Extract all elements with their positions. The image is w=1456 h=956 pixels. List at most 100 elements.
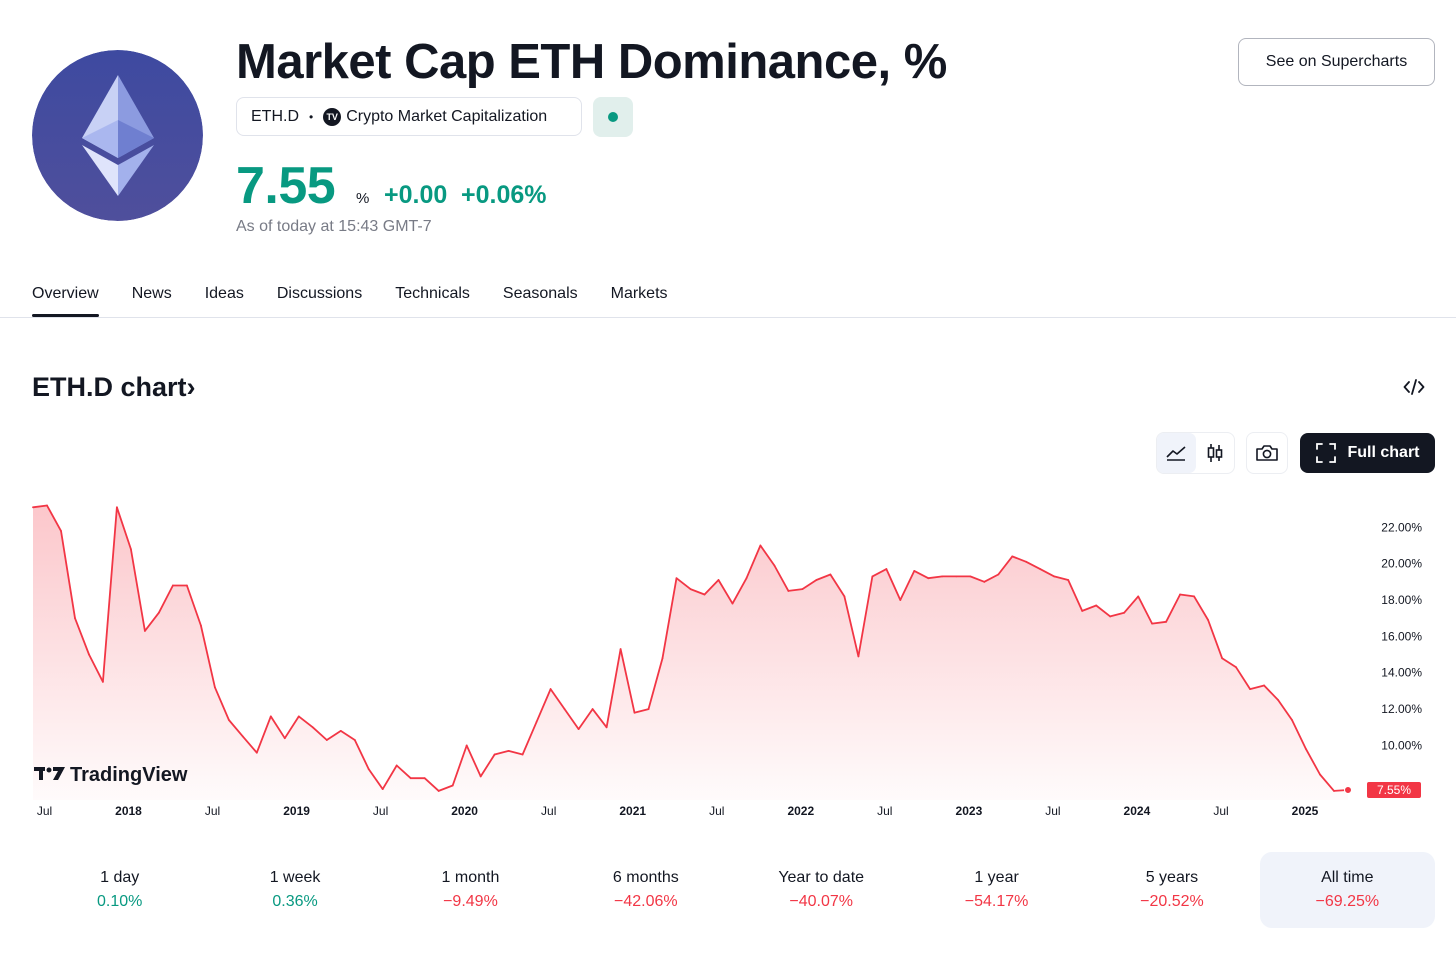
- series-segment: [1109, 611, 1126, 618]
- series-segment: [605, 648, 622, 729]
- series-segment: [311, 726, 328, 741]
- watermark-label: TradingView: [70, 764, 188, 786]
- tab-seasonals[interactable]: Seasonals: [503, 285, 578, 317]
- series-line: [32, 504, 1349, 792]
- series-segment: [1123, 595, 1140, 614]
- x-axis: Jul 2018 Jul 2019 Jul 2020 Jul 2021 Jul 2022 Jul 20…: [37, 804, 1319, 818]
- series-segment: [32, 504, 48, 509]
- y-tick-label: 16.00%: [1381, 629, 1422, 643]
- series-segment: [549, 688, 566, 711]
- series-segment: [717, 579, 734, 605]
- series-segment: [689, 588, 706, 596]
- y-axis: 10.00% 12.00% 14.00% 16.00% 18.00% 20.00% 22.0…: [1381, 520, 1422, 752]
- tab-label: Overview: [32, 285, 99, 302]
- market-status-indicator[interactable]: [593, 97, 633, 137]
- series-segment: [465, 744, 482, 778]
- price-change-percent: +0.06%: [461, 181, 547, 209]
- eth-dominance-chart[interactable]: 10.00% 12.00% 14.00% 16.00% 18.00% 20.00% 22.0…: [0, 490, 1456, 820]
- x-tick-label: 2023: [956, 804, 983, 818]
- tab-technicals[interactable]: Technicals: [395, 285, 470, 317]
- period-label: 6 months: [612, 869, 679, 886]
- period-label: 5 years: [1145, 869, 1199, 886]
- series-segment: [143, 611, 160, 632]
- period-year-to-date[interactable]: Year to date −40.07%: [734, 852, 909, 928]
- series-segment: [675, 577, 692, 590]
- series-segment: [647, 657, 664, 711]
- tab-label: Technicals: [395, 285, 470, 302]
- y-tick-label: 18.00%: [1381, 593, 1422, 607]
- last-value-badge: 7.55%: [1367, 782, 1421, 798]
- tab-label: News: [131, 285, 172, 302]
- series-segment: [899, 570, 916, 601]
- series-segment: [255, 715, 272, 754]
- embed-code-icon[interactable]: [1400, 375, 1428, 399]
- x-tick-label: 2019: [283, 804, 310, 818]
- series-segment: [927, 575, 944, 580]
- tab-label: Seasonals: [502, 285, 578, 302]
- x-tick-label: Jul: [205, 804, 220, 818]
- y-tick-label: 20.00%: [1381, 557, 1422, 571]
- series-segment: [563, 708, 580, 731]
- period-5-years[interactable]: 5 years −20.52%: [1084, 852, 1259, 928]
- series-segment: [1193, 595, 1209, 621]
- series-segment: [983, 573, 1000, 583]
- series-segment: [1305, 748, 1321, 776]
- series-segment: [1151, 620, 1167, 625]
- chart-heading-link[interactable]: ETH.D chart›: [32, 372, 196, 403]
- period-1-day[interactable]: 1 day 0.10%: [32, 852, 207, 928]
- period-change-value: 0.36%: [272, 893, 318, 910]
- series-segment: [703, 579, 720, 596]
- full-chart-label: Full chart: [1347, 444, 1420, 461]
- series-segment: [493, 749, 510, 756]
- period-change-value: 0.10%: [97, 893, 143, 910]
- full-chart-button[interactable]: Full chart: [1300, 433, 1435, 473]
- period-1-month[interactable]: 1 month −9.49%: [383, 852, 558, 928]
- x-tick-label: Jul: [541, 804, 556, 818]
- series-segment: [1053, 575, 1070, 581]
- tab-overview[interactable]: Overview: [32, 285, 99, 317]
- period-label: 1 week: [269, 869, 321, 886]
- tab-markets[interactable]: Markets: [611, 285, 668, 317]
- series-segment: [437, 784, 454, 792]
- snapshot-button[interactable]: [1246, 432, 1288, 474]
- series-segment: [997, 555, 1014, 576]
- last-value-label: 7.55%: [1377, 783, 1411, 797]
- area-chart-button[interactable]: [1157, 433, 1196, 473]
- series-segment: [1025, 560, 1042, 570]
- price-change-absolute: +0.00: [384, 181, 448, 209]
- period-label: Year to date: [778, 869, 865, 886]
- series-segment: [507, 749, 524, 756]
- series-segment: [829, 573, 846, 598]
- page-title: Market Cap ETH Dominance, %: [236, 35, 947, 89]
- chart-style-toggle: [1156, 432, 1235, 474]
- series-segment: [213, 686, 230, 721]
- series-segment: [787, 588, 804, 592]
- series-segment: [451, 744, 468, 787]
- series-segment: [759, 544, 776, 567]
- period-1-week[interactable]: 1 week 0.36%: [207, 852, 382, 928]
- series-segment: [1179, 593, 1195, 598]
- see-on-supercharts-button[interactable]: See on Supercharts: [1238, 38, 1435, 86]
- period-all-time[interactable]: All time −69.25%: [1259, 852, 1435, 928]
- series-segment: [745, 544, 762, 580]
- area-chart-icon: [1166, 446, 1186, 461]
- x-tick-label: 2025: [1292, 804, 1319, 818]
- tab-news[interactable]: News: [132, 285, 172, 317]
- series-segment: [1291, 719, 1307, 751]
- candles-chart-button[interactable]: [1196, 433, 1235, 473]
- series-segment: [479, 753, 496, 778]
- period-6-months[interactable]: 6 months −42.06%: [558, 852, 733, 928]
- series-segment: [199, 624, 216, 689]
- series-segment: [731, 577, 748, 605]
- period-1-year[interactable]: 1 year −54.17%: [909, 852, 1084, 928]
- series-segment: [1011, 555, 1028, 563]
- series-segment: [843, 595, 860, 658]
- tab-ideas[interactable]: Ideas: [205, 285, 244, 317]
- series-segment: [60, 530, 76, 620]
- tab-discussions[interactable]: Discussions: [277, 285, 362, 317]
- series-segment: [857, 575, 874, 658]
- fullscreen-icon: [1316, 443, 1337, 463]
- series-segment: [395, 764, 412, 780]
- symbol-exchange-pill[interactable]: ETH.D • TV Crypto Market Capitalization: [236, 97, 582, 136]
- x-tick-label: 2021: [619, 804, 646, 818]
